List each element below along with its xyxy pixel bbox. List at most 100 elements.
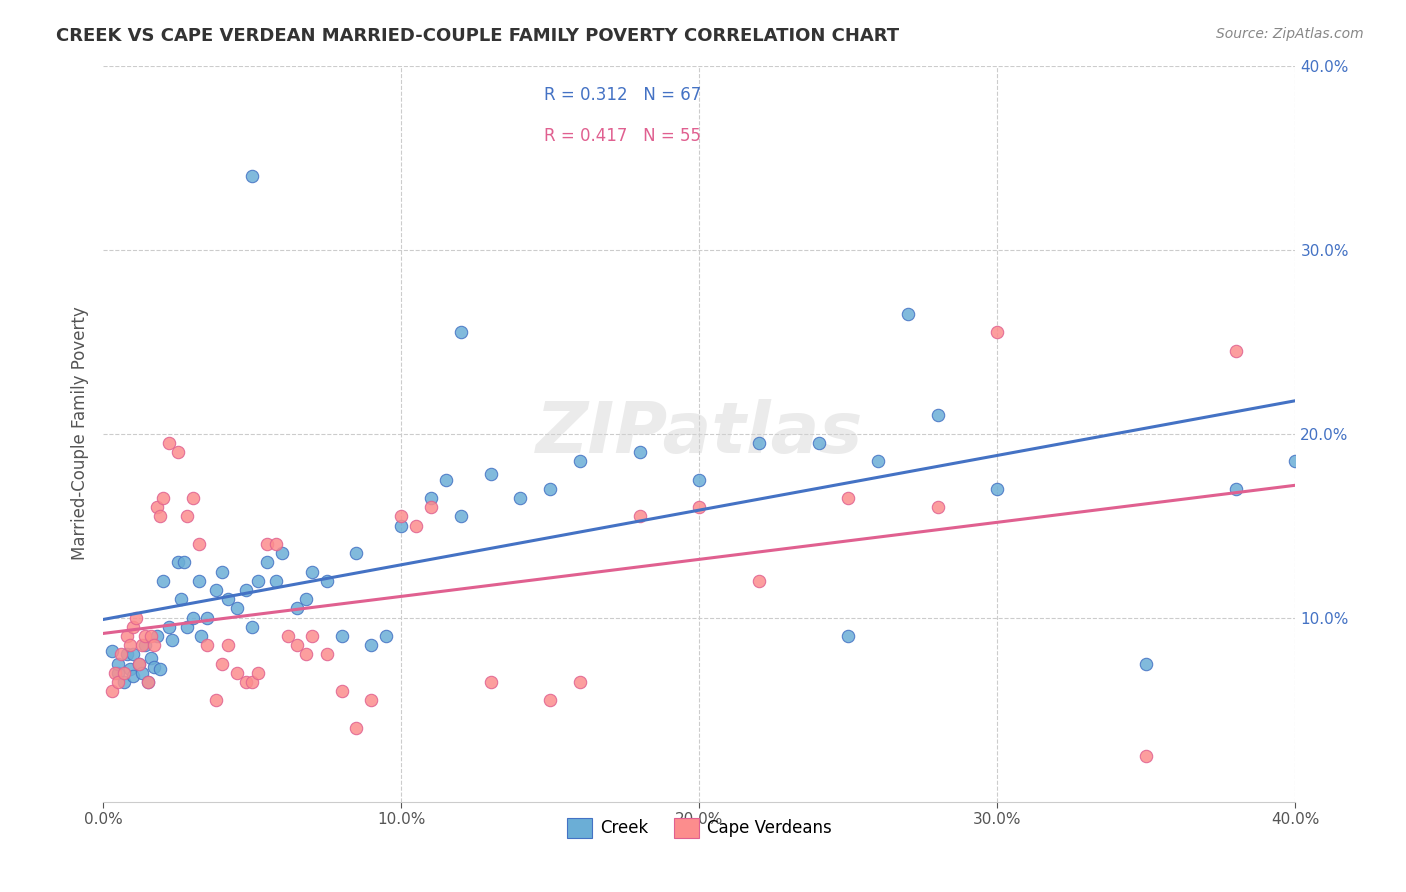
Point	[139, 629, 162, 643]
Point	[217, 638, 239, 652]
Point	[136, 675, 159, 690]
Point	[897, 307, 920, 321]
Point	[748, 435, 770, 450]
Point	[389, 518, 412, 533]
Point	[1225, 343, 1247, 358]
Point	[1135, 748, 1157, 763]
Point	[807, 435, 830, 450]
Point	[420, 491, 443, 505]
Point	[211, 565, 233, 579]
Point	[152, 491, 174, 505]
Point	[122, 669, 145, 683]
Point	[264, 537, 287, 551]
Point	[131, 665, 153, 680]
Point	[149, 662, 172, 676]
Point	[125, 610, 148, 624]
Point	[375, 629, 398, 643]
Point	[315, 648, 337, 662]
Point	[360, 693, 382, 707]
Point	[256, 555, 278, 569]
Point	[187, 537, 209, 551]
Point	[122, 620, 145, 634]
Point	[169, 592, 191, 607]
Point	[1284, 454, 1306, 468]
Legend: Creek, Cape Verdeans: Creek, Cape Verdeans	[561, 811, 838, 845]
Point	[986, 482, 1008, 496]
Text: CREEK VS CAPE VERDEAN MARRIED-COUPLE FAMILY POVERTY CORRELATION CHART: CREEK VS CAPE VERDEAN MARRIED-COUPLE FAM…	[56, 27, 900, 45]
Point	[1225, 482, 1247, 496]
Point	[479, 675, 502, 690]
Point	[479, 467, 502, 481]
Point	[330, 629, 353, 643]
Point	[128, 657, 150, 671]
Point	[837, 491, 859, 505]
Point	[131, 638, 153, 652]
Point	[688, 473, 710, 487]
Point	[235, 582, 257, 597]
Point	[240, 169, 263, 183]
Point	[110, 648, 132, 662]
Text: R = 0.417   N = 55: R = 0.417 N = 55	[544, 128, 702, 145]
Point	[688, 500, 710, 515]
Point	[538, 693, 561, 707]
Point	[101, 643, 124, 657]
Point	[346, 546, 368, 560]
Point	[176, 509, 198, 524]
Point	[146, 629, 169, 643]
Point	[748, 574, 770, 588]
Point	[389, 509, 412, 524]
Point	[927, 500, 949, 515]
Point	[868, 454, 890, 468]
Point	[628, 445, 651, 459]
Point	[107, 675, 129, 690]
Point	[187, 574, 209, 588]
Point	[112, 675, 135, 690]
Point	[107, 657, 129, 671]
Point	[115, 629, 138, 643]
Point	[226, 601, 249, 615]
Point	[405, 518, 427, 533]
Point	[142, 638, 165, 652]
Point	[136, 675, 159, 690]
Point	[101, 684, 124, 698]
Point	[434, 473, 457, 487]
Point	[264, 574, 287, 588]
Point	[181, 610, 204, 624]
Point	[240, 675, 263, 690]
Point	[118, 638, 141, 652]
Point	[247, 665, 270, 680]
Point	[315, 574, 337, 588]
Point	[1135, 657, 1157, 671]
Point	[197, 638, 219, 652]
Point	[360, 638, 382, 652]
Point	[509, 491, 531, 505]
Point	[346, 721, 368, 735]
Point	[122, 648, 145, 662]
Point	[211, 657, 233, 671]
Point	[538, 482, 561, 496]
Point	[104, 665, 127, 680]
Point	[301, 629, 323, 643]
Point	[152, 574, 174, 588]
Point	[134, 638, 156, 652]
Point	[569, 454, 592, 468]
Point	[166, 445, 188, 459]
Point	[160, 632, 183, 647]
Point	[256, 537, 278, 551]
Point	[927, 408, 949, 422]
Point	[197, 610, 219, 624]
Point	[285, 638, 308, 652]
Point	[181, 491, 204, 505]
Point	[142, 660, 165, 674]
Point	[107, 665, 129, 680]
Text: ZIPatlas: ZIPatlas	[536, 399, 863, 468]
Point	[217, 592, 239, 607]
Point	[986, 326, 1008, 340]
Point	[190, 629, 212, 643]
Point	[205, 693, 228, 707]
Point	[115, 648, 138, 662]
Point	[205, 582, 228, 597]
Point	[301, 565, 323, 579]
Point	[146, 500, 169, 515]
Point	[139, 651, 162, 665]
